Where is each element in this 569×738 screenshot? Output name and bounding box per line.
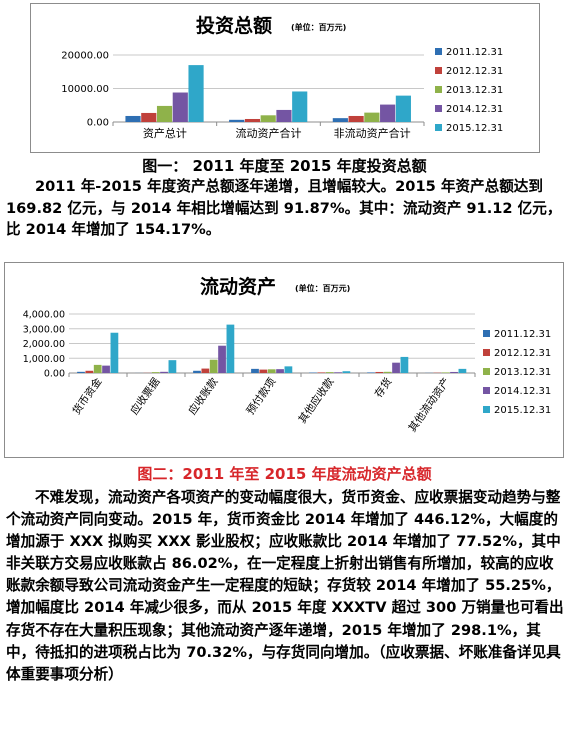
bar: [209, 359, 218, 373]
legend-label: 2015.12.31: [446, 123, 503, 134]
bar: [325, 372, 334, 373]
category-label: 流动资产合计: [236, 126, 302, 140]
chart-unit: (单位：百万元): [295, 283, 350, 293]
category-label: 非流动资产合计: [334, 126, 411, 140]
chart-title: 投资总额: [196, 14, 272, 37]
bar: [332, 118, 348, 122]
bar: [395, 95, 411, 122]
bar: [292, 91, 308, 122]
bar: [141, 112, 157, 122]
bar: [85, 370, 94, 373]
bar: [168, 360, 177, 373]
legend-swatch: [435, 105, 442, 112]
legend-label: 2013.12.31: [446, 85, 503, 96]
bar: [93, 364, 102, 373]
y-tick-label: 3,000.00: [23, 324, 65, 335]
category-label: 货币资金: [70, 375, 105, 417]
bar: [284, 366, 293, 373]
bar: [342, 371, 351, 373]
legend-label: 2013.12.31: [494, 367, 551, 378]
bar: [251, 368, 259, 373]
category-label: 应收账款: [186, 375, 221, 417]
bar: [172, 92, 188, 122]
paragraph-1: 2011 年-2015 年度资产总额逐年递增，且增幅较大。2015 年资产总额达…: [6, 178, 562, 239]
bar: [218, 345, 226, 373]
paragraph-2: 不难发现，流动资产各项资产的变动幅度很大，货币资金、应收票据变动趋势与整个流动资…: [6, 489, 564, 683]
bar: [348, 115, 364, 122]
legend-swatch: [483, 349, 490, 356]
y-tick-label: 20000.00: [61, 51, 109, 62]
bar: [77, 371, 85, 373]
legend-label: 2014.12.31: [446, 104, 503, 115]
bar: [441, 372, 450, 373]
bar: [244, 118, 261, 122]
legend-swatch: [483, 368, 490, 375]
bar: [400, 356, 409, 373]
legend-swatch: [483, 406, 490, 413]
legend-swatch: [483, 387, 490, 394]
investment-total-chart: 投资总额 (单位：百万元) 0.00 10000.00 20000.00 资产总计 流动资产…: [30, 3, 540, 153]
bar: [392, 362, 400, 373]
bar: [201, 368, 210, 373]
category-label: 存货: [372, 375, 395, 400]
legend-label: 2011.12.31: [446, 47, 503, 58]
bar: [383, 371, 392, 373]
category-label: 资产总计: [143, 126, 187, 140]
figure2-caption: 图二：2011 年至 2015 年度流动资产总额: [137, 465, 432, 483]
bar: [102, 365, 110, 373]
y-tick-label: 2,000.00: [23, 339, 65, 350]
bar: [458, 368, 467, 373]
legend-swatch: [435, 48, 442, 55]
bar: [193, 370, 201, 373]
legend-label: 2011.12.31: [494, 329, 551, 340]
y-tick-label: 0.00: [87, 118, 109, 129]
figure1-caption: 图一： 2011 年度至 2015 年度投资总额: [142, 157, 427, 175]
bar: [226, 324, 235, 373]
category-label: 其他应收款: [296, 375, 337, 426]
bar: [276, 369, 284, 373]
bar: [188, 65, 204, 122]
legend-label: 2012.12.31: [446, 66, 503, 77]
y-tick-label: 4,000.00: [23, 310, 65, 321]
legend-swatch: [435, 67, 442, 74]
bar: [229, 119, 245, 122]
bar: [156, 105, 173, 122]
legend-label: 2014.12.31: [494, 386, 551, 397]
legend-label: 2015.12.31: [494, 405, 551, 416]
bar: [317, 372, 326, 373]
category-label: 应收票据: [128, 375, 163, 417]
legend-swatch: [483, 330, 490, 337]
current-assets-chart: 流动资产 (单位：百万元) 0.00 1,000.00 2,000.00 3,000.00…: [4, 262, 564, 458]
bar: [125, 115, 141, 122]
legend-label: 2012.12.31: [494, 348, 551, 359]
bar: [160, 371, 168, 373]
legend-swatch: [435, 124, 442, 131]
bar: [151, 372, 160, 373]
bar: [260, 115, 276, 122]
bar: [450, 371, 458, 373]
chart-unit: (单位：百万元): [291, 22, 346, 32]
legend-swatch: [435, 86, 442, 93]
bar: [267, 369, 276, 373]
category-label: 其他流动资产: [406, 375, 453, 434]
investment-total-chart-svg: 投资总额 (单位：百万元) 0.00 10000.00 20000.00 资产总计 流动资产…: [61, 14, 503, 140]
current-assets-chart-svg: 流动资产 (单位：百万元) 0.00 1,000.00 2,000.00 3,000.00…: [23, 275, 552, 434]
chart-title: 流动资产: [200, 275, 276, 298]
bar: [375, 371, 384, 373]
bar: [276, 109, 292, 122]
bar: [364, 112, 380, 122]
bar: [259, 369, 268, 373]
y-tick-label: 1,000.00: [23, 354, 65, 365]
bar: [110, 332, 119, 373]
y-tick-label: 10000.00: [61, 84, 109, 95]
bar: [367, 372, 375, 373]
bar: [380, 104, 396, 122]
bar: [334, 372, 342, 373]
y-tick-label: 0.00: [44, 369, 65, 380]
category-label: 预付款项: [244, 375, 279, 417]
